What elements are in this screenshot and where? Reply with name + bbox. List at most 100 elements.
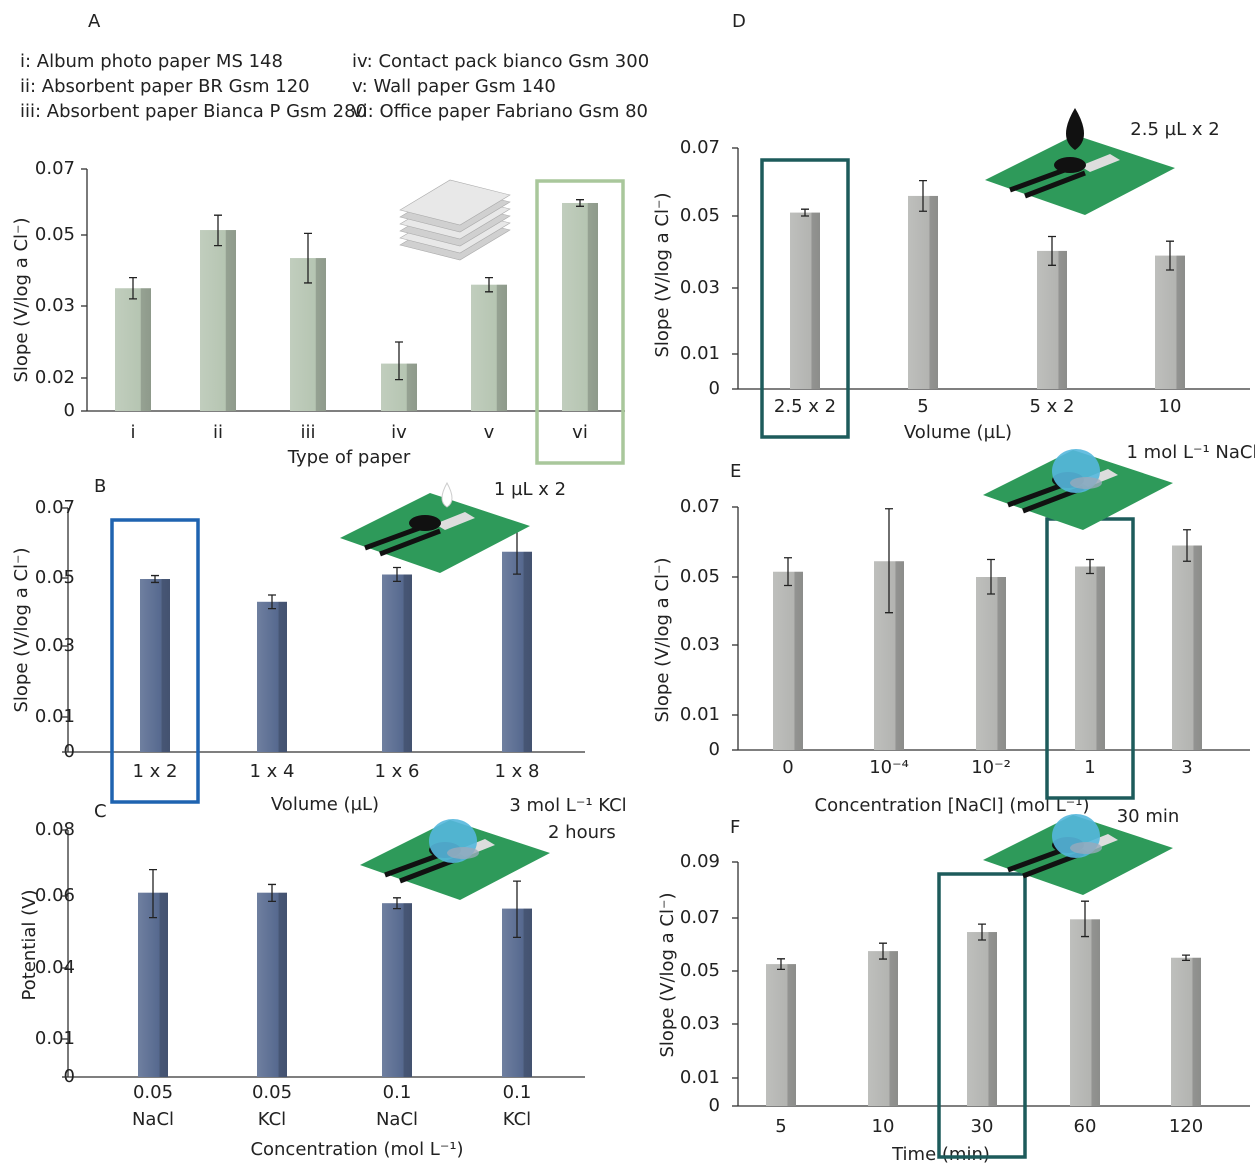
bar-shade <box>1171 958 1201 1106</box>
x-tick-label: 3 <box>1181 757 1192 778</box>
x-tick-label: i <box>130 422 135 443</box>
droplet-base <box>1070 842 1102 854</box>
x-tick-label: KCl <box>503 1109 531 1130</box>
panel-label: D <box>732 11 746 32</box>
y-tick-label: 0.05 <box>680 960 720 981</box>
y-tick-label: 0.07 <box>35 158 75 179</box>
x-tick-label: 1 <box>1084 757 1095 778</box>
y-tick-label: 0.05 <box>680 205 720 226</box>
legend-note: v: Wall paper Gsm 140 <box>352 76 556 97</box>
panel-label: B <box>94 476 106 497</box>
x-tick-label: 1 x 8 <box>495 761 540 782</box>
bar-shade <box>257 602 287 752</box>
x-tick-label: 2.5 x 2 <box>774 396 836 417</box>
x-tick-label: 1 x 6 <box>375 761 420 782</box>
x-tick-label: NaCl <box>376 1109 418 1130</box>
y-tick-label: 0.06 <box>35 885 75 906</box>
x-tick-label: 0 <box>782 757 793 778</box>
x-tick-label: 10 <box>872 1116 895 1137</box>
x-tick-label: 1 x 4 <box>250 761 295 782</box>
annotation: 1 mol L⁻¹ NaCl <box>1127 442 1255 463</box>
y-tick-label: 0 <box>709 739 720 760</box>
bar-shade <box>868 951 898 1106</box>
x-tick-label: ii <box>213 422 223 443</box>
x-tick-label: 0.1 <box>503 1082 532 1103</box>
x-tick-label: KCl <box>258 1109 286 1130</box>
x-tick-label: 1 x 2 <box>133 761 178 782</box>
y-tick-label: 0.07 <box>680 907 720 928</box>
y-tick-label: 0.09 <box>680 851 720 872</box>
x-tick-label: 5 <box>775 1116 786 1137</box>
y-tick-label: 0.05 <box>35 567 75 588</box>
y-tick-label: 0.02 <box>35 367 75 388</box>
bar-shade <box>471 285 507 411</box>
figure: Ai: Album photo paper MS 148ii: Absorben… <box>0 0 1255 1165</box>
y-axis-title: Potential (V) <box>19 890 40 1001</box>
y-tick-label: 0.05 <box>680 566 720 587</box>
panel-label: E <box>730 461 741 482</box>
y-tick-label: 0.03 <box>680 634 720 655</box>
panel: E1 mol L⁻¹ NaCl00.010.030.050.07Concentr… <box>652 442 1255 816</box>
legend-note: vi: Office paper Fabriano Gsm 80 <box>352 101 648 122</box>
droplet-base <box>1070 477 1102 489</box>
bar-shade <box>1155 256 1185 389</box>
bar-shade <box>138 893 168 1077</box>
electrode-pad <box>1054 157 1086 173</box>
y-tick-label: 0 <box>709 1095 720 1116</box>
x-axis-title: Volume (µL) <box>271 794 379 815</box>
bar-shade <box>382 903 412 1077</box>
bar-shade <box>562 203 598 411</box>
y-tick-label: 0.01 <box>680 343 720 364</box>
bar-shade <box>257 893 287 1077</box>
x-tick-label: 0.1 <box>383 1082 412 1103</box>
x-tick-label: NaCl <box>132 1109 174 1130</box>
bar-shade <box>1037 251 1067 389</box>
y-tick-label: 0.03 <box>35 635 75 656</box>
x-tick-label: 60 <box>1074 1116 1097 1137</box>
x-tick-label: 10⁻² <box>971 757 1011 778</box>
annotation: 2.5 µL x 2 <box>1130 119 1219 140</box>
x-tick-label: 0.05 <box>252 1082 292 1103</box>
bar-shade <box>115 288 151 411</box>
legend-note: i: Album photo paper MS 148 <box>20 51 283 72</box>
bar-shade <box>766 964 796 1106</box>
y-tick-label: 0.07 <box>680 496 720 517</box>
x-tick-label: 10⁻⁴ <box>869 757 909 778</box>
panel: Ai: Album photo paper MS 148ii: Absorben… <box>11 11 649 468</box>
y-axis-title: Slope (V/log a Cl⁻) <box>652 557 673 722</box>
x-axis-title: Volume (µL) <box>904 422 1012 443</box>
bar-shade <box>790 213 820 389</box>
y-axis-title: Slope (V/log a Cl⁻) <box>657 892 678 1057</box>
y-tick-label: 0.01 <box>35 706 75 727</box>
y-tick-label: 0.03 <box>35 295 75 316</box>
x-tick-label: 5 x 2 <box>1030 396 1075 417</box>
y-tick-label: 0 <box>709 378 720 399</box>
y-tick-label: 0.01 <box>680 1067 720 1088</box>
x-tick-label: 30 <box>971 1116 994 1137</box>
bar-shade <box>502 552 532 752</box>
y-tick-label: 0 <box>64 400 75 421</box>
y-tick-label: 0.01 <box>680 704 720 725</box>
y-tick-label: 0.07 <box>680 137 720 158</box>
annotation: 3 mol L⁻¹ KCl <box>509 795 626 816</box>
bar-shade <box>1075 567 1105 751</box>
x-axis-title: Concentration (mol L⁻¹) <box>250 1139 463 1160</box>
x-axis-title: Type of paper <box>287 447 411 468</box>
bar-shade <box>1070 919 1100 1106</box>
bar-shade <box>1172 546 1202 751</box>
y-tick-label: 0.07 <box>35 497 75 518</box>
x-tick-label: v <box>484 422 495 443</box>
bar-shade <box>908 196 938 389</box>
electrode-pad <box>409 515 441 531</box>
panel-label: F <box>730 817 740 838</box>
droplet <box>442 483 452 507</box>
y-tick-label: 0.04 <box>35 957 75 978</box>
bar-shade <box>140 579 170 752</box>
legend-note: ii: Absorbent paper BR Gsm 120 <box>20 76 310 97</box>
droplet-base <box>447 847 479 859</box>
annotation: 1 µL x 2 <box>494 479 566 500</box>
bar-shade <box>967 932 997 1106</box>
bar-shade <box>773 572 803 750</box>
